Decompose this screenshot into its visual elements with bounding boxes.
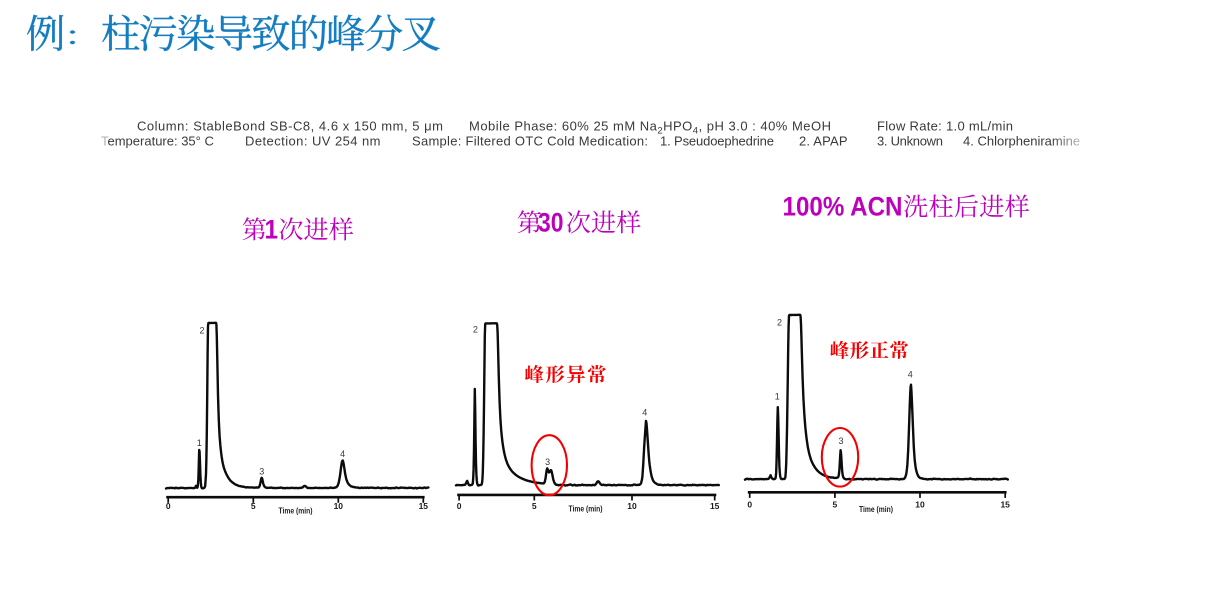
svg-text:Column: StableBond SB-C8, 4.6: Column: StableBond SB-C8, 4.6 x 150 mm, …	[137, 118, 443, 133]
svg-text:Time (min): Time (min)	[569, 505, 603, 514]
svg-text:1: 1	[197, 438, 202, 448]
svg-text:3. Unknown: 3. Unknown	[877, 134, 943, 149]
svg-text:10: 10	[627, 501, 637, 511]
svg-text:100% ACN: 100% ACN	[783, 192, 903, 222]
svg-text:Time (min): Time (min)	[859, 505, 893, 514]
svg-text:5: 5	[532, 501, 537, 511]
svg-text:2: 2	[777, 318, 782, 328]
svg-text:1. Pseudoephedrine: 1. Pseudoephedrine	[660, 134, 774, 149]
svg-text:30: 30	[538, 208, 564, 238]
svg-text:15: 15	[1000, 499, 1010, 509]
svg-text:10: 10	[915, 499, 925, 509]
svg-text:10: 10	[334, 501, 344, 511]
svg-text:4: 4	[340, 449, 345, 459]
svg-text:2: 2	[473, 325, 478, 335]
svg-text:3: 3	[545, 457, 550, 467]
svg-text:3: 3	[259, 467, 264, 477]
svg-text:Flow Rate: 1.0 mL/min: Flow Rate: 1.0 mL/min	[877, 118, 1013, 133]
svg-text:Sample: Filtered OTC Cold Medi: Sample: Filtered OTC Cold Medication:	[412, 134, 648, 149]
svg-text:1: 1	[775, 391, 780, 401]
svg-text:2: 2	[199, 326, 204, 336]
svg-text:1: 1	[265, 215, 279, 245]
svg-text:Detection: UV 254 nm: Detection: UV 254 nm	[245, 134, 381, 149]
svg-text:Mobile Phase: 60% 25 mM Na2HP: Mobile Phase: 60% 25 mM Na2HPO4, pH 3.0 …	[469, 118, 831, 136]
svg-text:5: 5	[251, 501, 256, 511]
svg-text:0: 0	[747, 499, 752, 509]
svg-text:Time (min): Time (min)	[279, 507, 313, 516]
svg-text:2. APAP: 2. APAP	[799, 134, 848, 149]
svg-text:4: 4	[908, 370, 913, 380]
svg-text:3: 3	[838, 436, 843, 446]
svg-text:4: 4	[642, 408, 647, 418]
svg-text:0: 0	[166, 501, 171, 511]
svg-text:0: 0	[457, 501, 462, 511]
svg-text:15: 15	[419, 501, 429, 511]
svg-text:Temperature: 35° C: Temperature: 35° C	[101, 134, 214, 149]
svg-text:5: 5	[833, 499, 838, 509]
svg-text:15: 15	[710, 501, 720, 511]
